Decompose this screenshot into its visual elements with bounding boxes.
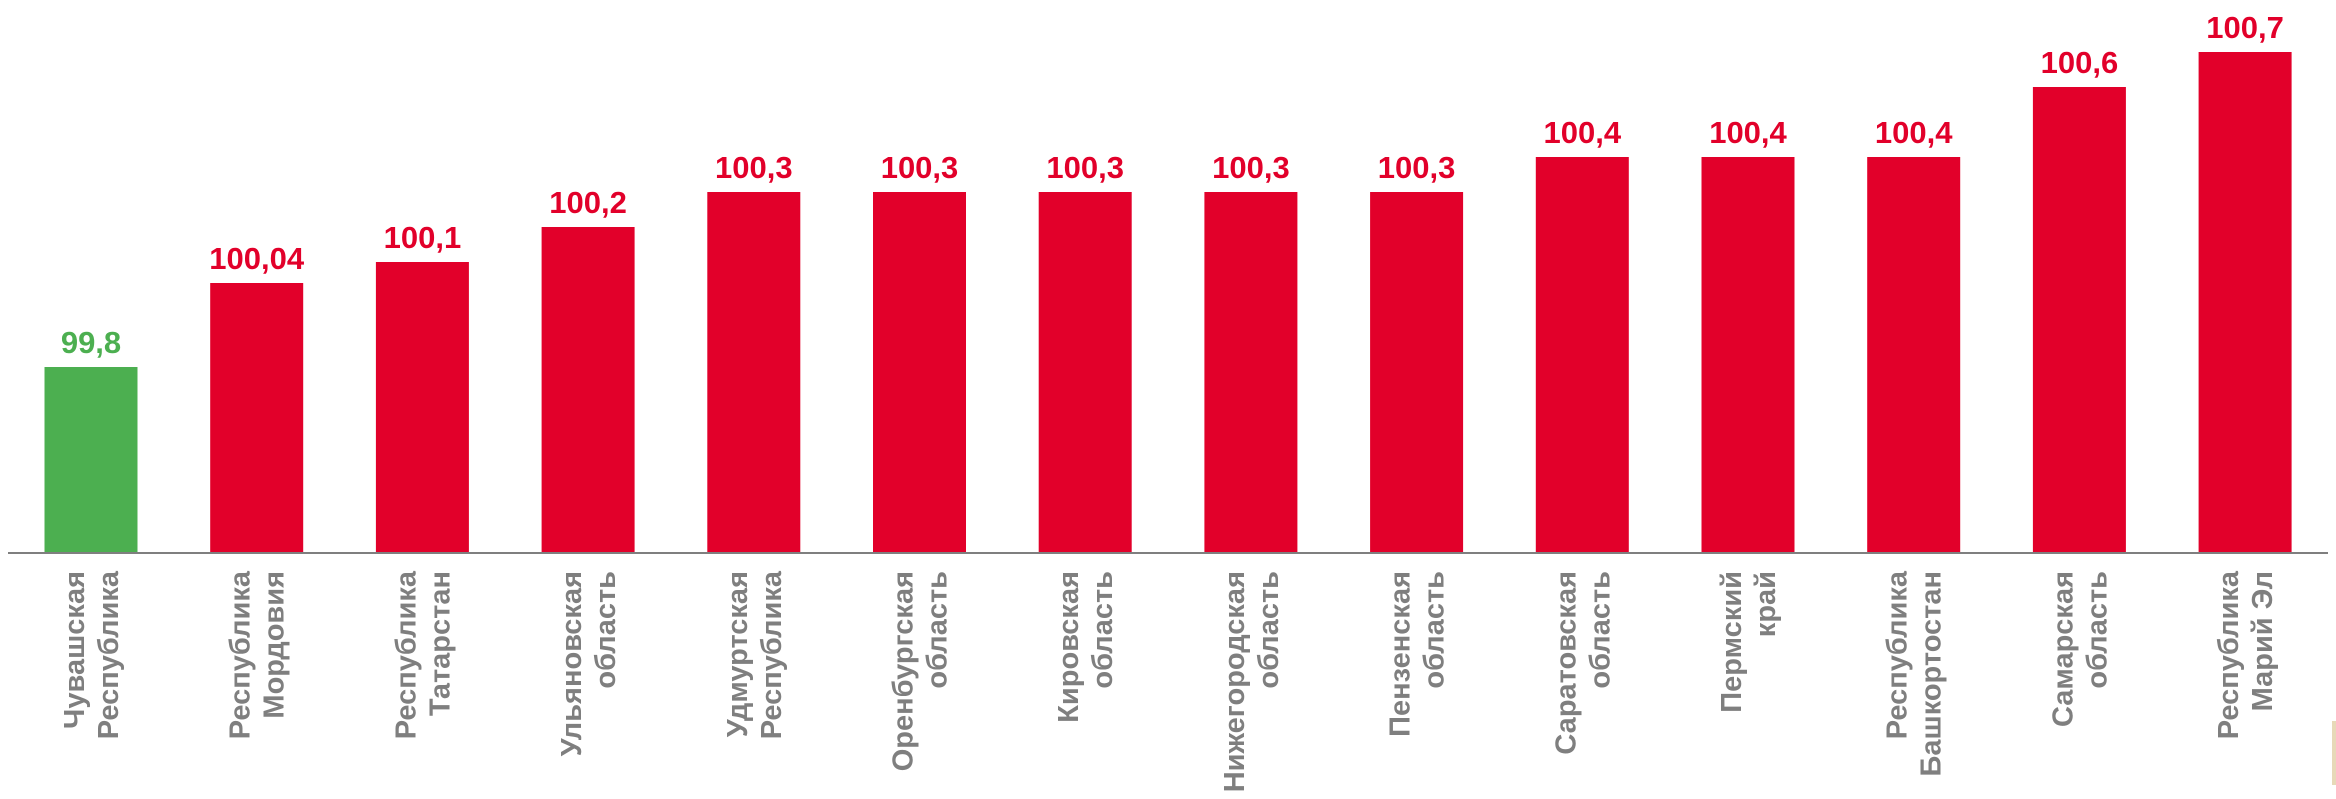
category-label-line: Чувашская — [59, 571, 91, 729]
category-label-line: Марий Эл — [2247, 571, 2279, 711]
bar — [873, 192, 966, 553]
category-label-line: Пермский — [1716, 571, 1748, 713]
category-label-line: область — [1253, 571, 1285, 689]
bar-value-label: 100,6 — [2041, 45, 2119, 80]
category-label-line: Республика — [1882, 570, 1914, 739]
bars-group — [44, 52, 2292, 553]
category-label-line: Республика — [93, 570, 125, 739]
bar-value-label: 100,3 — [1378, 150, 1456, 185]
category-label-line: область — [922, 571, 954, 689]
bar-value-label: 100,1 — [384, 220, 462, 255]
bar-value-label: 100,4 — [1709, 115, 1787, 150]
corner-decoration — [2332, 721, 2336, 785]
bar — [707, 192, 801, 553]
category-label-line: область — [590, 571, 622, 689]
category-label-line: Пензенская — [1385, 571, 1417, 737]
category-label: Пермский край — [1716, 571, 1782, 713]
bar — [1370, 192, 1464, 553]
bar — [1038, 192, 1132, 553]
category-label-line: область — [1087, 571, 1119, 689]
value-labels-group: 99,8 100,04 100,1 100,2 100,3 100,3 100,3 100,3… — [61, 10, 2284, 360]
category-label-line: Ульяновская — [556, 571, 588, 756]
category-label-line: Республика — [2213, 570, 2245, 739]
category-label: Удмуртская Республика — [722, 570, 788, 739]
category-label-line: Кировская — [1053, 571, 1085, 723]
bar-value-label: 100,3 — [881, 150, 959, 185]
category-label: Республика Мордовия — [225, 570, 291, 739]
bar-value-label: 100,04 — [209, 241, 305, 276]
category-label: Оренбургская область — [888, 571, 954, 771]
category-label-line: Татарстан — [424, 571, 456, 716]
category-label: Республика Татарстан — [390, 570, 456, 739]
category-label: Ульяновская область — [556, 571, 622, 756]
category-label: Кировская область — [1053, 571, 1119, 723]
category-label-line: край — [1750, 571, 1782, 637]
category-label: Пензенская область — [1385, 571, 1451, 737]
bar — [541, 227, 635, 553]
category-label: Чувашская Республика — [59, 570, 125, 739]
bar — [210, 283, 304, 553]
category-label-line: Республика — [756, 570, 788, 739]
bar-value-label: 100,4 — [1544, 115, 1622, 150]
category-label: Республика Башкортостан — [1882, 570, 1948, 776]
bar-value-label: 99,8 — [61, 325, 121, 360]
bar — [1204, 192, 1298, 553]
category-labels-group: Чувашская Республика Республика Мордовия Рес… — [59, 570, 2279, 792]
category-label-line: Республика — [225, 570, 257, 739]
bar — [375, 262, 469, 553]
bar — [1701, 157, 1795, 553]
category-label: Республика Марий Эл — [2213, 570, 2279, 739]
bar-value-label: 100,3 — [715, 150, 793, 185]
category-label-line: Мордовия — [259, 571, 291, 719]
bar-value-label: 100,3 — [1046, 150, 1124, 185]
category-label-line: Нижегородская — [1219, 571, 1251, 792]
category-label-line: Самарская — [2047, 571, 2079, 727]
category-label-line: Саратовская — [1550, 571, 1582, 755]
bar — [1867, 157, 1961, 553]
bar-value-label: 100,7 — [2206, 10, 2284, 45]
bar-value-label: 100,2 — [549, 185, 627, 220]
category-label: Самарская область — [2047, 571, 2113, 727]
bar — [1535, 157, 1629, 553]
category-label-line: Удмуртская — [722, 571, 754, 737]
category-label: Нижегородская область — [1219, 571, 1285, 792]
category-label-line: Башкортостан — [1916, 571, 1948, 776]
bar — [2032, 87, 2126, 553]
bar-value-label: 100,4 — [1875, 115, 1953, 150]
category-label-line: Республика — [390, 570, 422, 739]
category-label-line: Оренбургская — [888, 571, 920, 771]
category-label-line: область — [1419, 571, 1451, 689]
bar-value-label: 100,3 — [1212, 150, 1290, 185]
category-label: Саратовская область — [1550, 571, 1616, 755]
bar — [44, 367, 138, 553]
category-label-line: область — [1584, 571, 1616, 689]
bar — [2198, 52, 2292, 553]
category-label-line: область — [2081, 571, 2113, 689]
